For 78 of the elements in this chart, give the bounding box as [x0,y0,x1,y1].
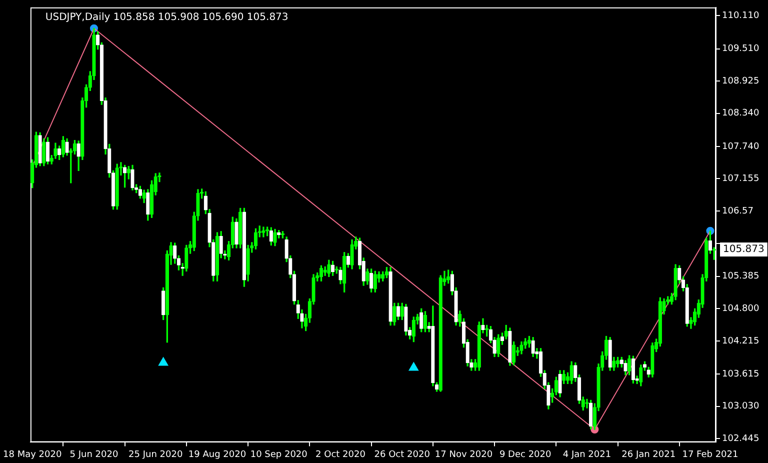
x-tick-label: 10 Sep 2020 [250,450,308,460]
point [408,362,419,371]
candlestick [631,356,636,384]
candlestick [558,370,562,398]
y-tick-label: 105.385 [722,272,760,282]
candlestick [446,270,450,284]
y-tick-label: 109.510 [722,44,760,54]
y-tick-label: 107.155 [722,174,760,184]
candlestick [531,337,535,358]
candlestick [42,138,46,166]
x-tick-label: 4 Jan 2021 [562,450,612,460]
y-tick-label: 106.57 [722,206,754,216]
x-tick-label: 17 Feb 2021 [682,450,738,460]
candlestick [373,270,377,292]
candlestick [588,400,593,430]
candlestick [242,208,246,287]
candlestick [616,356,620,368]
candlestick [61,136,65,158]
y-tick-label: 104.800 [722,304,760,314]
candlestick [612,356,616,371]
candlestick [438,275,442,392]
candlestick [122,164,127,188]
y-tick-label: 103.615 [722,369,760,380]
candlestick [624,360,628,376]
candlestick [323,266,327,276]
candlestick [585,398,589,408]
x-tick-label: 25 Jun 2020 [128,450,183,460]
x-tick-label: 26 Jan 2021 [622,450,676,460]
y-tick-label: 110.110 [722,11,760,22]
x-tick-label: 2 Oct 2020 [316,450,366,460]
x-tick-label: 9 Dec 2020 [499,450,552,460]
candlestick [712,247,716,260]
candlestick [674,264,678,300]
candlestick [273,228,277,246]
candlestick [277,230,281,238]
candlestick [215,232,220,282]
candlestick [262,226,266,238]
x-tick-label: 19 Aug 2020 [188,450,246,460]
candlestick [570,361,574,384]
candlestick [628,355,632,376]
candlestick [327,260,331,277]
candlestick [420,308,424,332]
text: USDJPY,Daily 105.858 105.908 105.690 105.873 [45,12,288,23]
candlestick [650,342,654,378]
candlestick [142,190,146,204]
candlestick [350,239,354,270]
candlestick [115,164,119,210]
candlestick [238,208,242,248]
candlestick [639,364,643,386]
candlestick [38,132,42,166]
candlestick [520,341,524,354]
candlestick [404,304,408,336]
x-tick-label: 17 Nov 2020 [434,450,493,460]
candlestick [423,311,428,332]
candlestick [388,266,392,326]
candlestick [46,137,50,164]
y-tick-label: 103.030 [722,402,760,412]
x-tick-label: 26 Oct 2020 [374,450,430,460]
candlestick [319,265,324,282]
x-tick-label: 18 May 2020 [3,450,62,460]
x-tick-label: 5 Jun 2020 [70,450,118,460]
candlestick [412,316,416,342]
candlestick [246,244,250,282]
text: 105.873 [723,244,764,256]
candlestick [130,164,134,190]
y-tick-label: 102.445 [722,434,760,444]
candlestick [369,268,374,292]
candlestick [477,322,481,371]
y-tick-label: 107.740 [722,142,760,152]
y-tick-label: 108.340 [722,108,760,119]
candlestick [508,328,512,366]
point [158,356,169,366]
candlestick [138,186,142,199]
candlestick [384,266,389,278]
y-tick-label: 104.215 [722,336,760,346]
y-tick-label: 108.925 [722,76,760,86]
candlestick [330,260,335,276]
candlestick [254,228,258,250]
